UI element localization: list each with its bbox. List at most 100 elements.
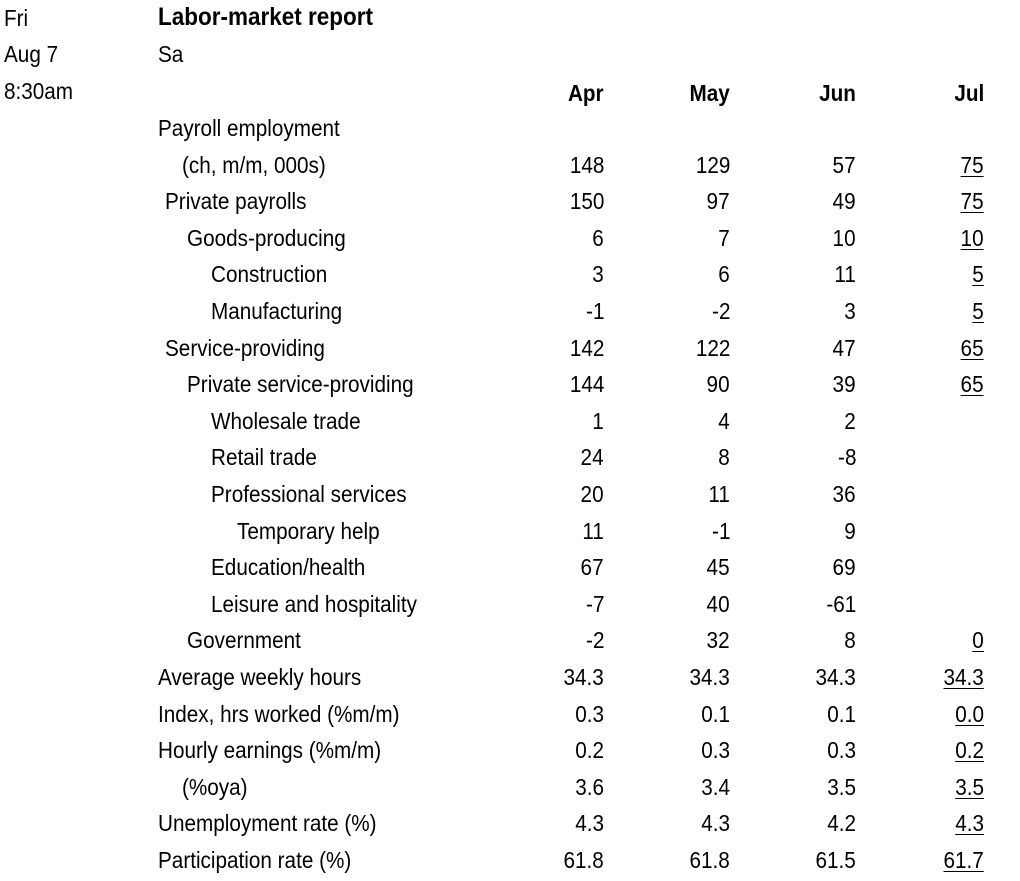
table-cell: 0.1 (701, 700, 730, 727)
table-cell: 20 (580, 481, 604, 507)
table-cell: 0.1 (827, 700, 856, 727)
table-cell: 11 (582, 517, 604, 544)
column-header-may: May (689, 80, 730, 106)
table-cell: 32 (706, 627, 730, 654)
cell-jul-underlined: 10 (960, 224, 984, 251)
table-cell: 7 (718, 224, 730, 251)
table-cell: 8 (718, 444, 730, 471)
table-cell: 0.3 (701, 737, 730, 764)
table-cell: -2 (711, 298, 730, 324)
table-cell: 148 (569, 151, 604, 178)
cell-jul-underlined: 5 (972, 298, 984, 324)
cell-jul-underlined: 0 (972, 627, 984, 654)
table-cell: 6 (592, 224, 604, 251)
table-cell: 57 (832, 151, 856, 178)
table-cell: 9 (844, 517, 856, 544)
table-cell: 49 (832, 188, 856, 215)
cell-jul-underlined: 65 (960, 334, 984, 361)
table-cell: 34.3 (689, 664, 730, 690)
table-cell: -1 (711, 517, 730, 544)
column-header-jul: Jul (954, 80, 984, 106)
table-cell: 3 (844, 298, 856, 324)
row-label: Construction (210, 261, 328, 288)
table-cell: 34.3 (563, 664, 604, 690)
table-cell: 90 (706, 371, 730, 398)
table-cell: 69 (832, 554, 856, 581)
row-label: Hourly earnings (%m/m) (158, 737, 382, 764)
table-cell: 129 (695, 151, 730, 178)
column-header-jun: Jun (819, 80, 856, 106)
cell-jul-underlined: 75 (960, 151, 984, 178)
row-label: Government (186, 627, 301, 654)
table-cell: 142 (569, 334, 604, 361)
cell-jul-underlined: 0.0 (955, 700, 984, 727)
table-cell: 3.5 (827, 773, 856, 800)
table-cell: 61.8 (563, 847, 604, 873)
column-header-apr: Apr (568, 80, 604, 106)
table-cell: 40 (706, 590, 730, 617)
table-cell: 6 (718, 261, 730, 288)
row-label: Index, hrs worked (%m/m) (158, 700, 400, 727)
table-cell: 4.3 (701, 810, 730, 837)
row-label: Private payrolls (165, 188, 307, 215)
table-cell: 144 (569, 371, 604, 398)
row-label: Manufacturing (210, 298, 342, 324)
table-cell: 47 (832, 334, 856, 361)
row-label: Temporary help (237, 517, 380, 544)
table-cell: 36 (832, 481, 856, 507)
cell-jul-underlined: 75 (960, 188, 984, 215)
table-cell: 4 (718, 407, 730, 434)
row-label: Leisure and hospitality (210, 590, 417, 617)
cell-jul-underlined: 5 (972, 261, 984, 288)
row-label: (ch, m/m, 000s) (182, 151, 326, 178)
row-label: Average weekly hours (158, 664, 362, 690)
table-cell: 67 (580, 554, 604, 581)
table-cell: 61.8 (689, 847, 730, 873)
row-label: Goods-producing (186, 224, 346, 251)
table-cell: -8 (837, 444, 856, 471)
row-label: Service-providing (165, 334, 326, 361)
table-cell: -1 (585, 298, 604, 324)
row-label: Unemployment rate (%) (158, 810, 377, 837)
report-title: Labor-market report (158, 3, 374, 31)
table-cell: 150 (569, 188, 604, 215)
table-cell: 2 (844, 407, 856, 434)
table-cell: 8 (844, 627, 856, 654)
row-label: Participation rate (%) (158, 847, 352, 873)
table-cell: 39 (832, 371, 856, 398)
release-date: Aug 7 (4, 41, 59, 67)
cell-jul-underlined: 34.3 (943, 664, 984, 690)
table-cell: 11 (708, 481, 730, 507)
row-label: Private service-providing (186, 371, 414, 398)
row-label: Education/health (210, 554, 366, 581)
table-cell: -61 (826, 590, 856, 617)
table-cell: 1 (592, 407, 604, 434)
table-cell: 4.2 (827, 810, 856, 837)
release-time: 8:30am (4, 78, 74, 104)
table-cell: 11 (834, 261, 856, 288)
table-cell: 4.3 (575, 810, 604, 837)
table-cell: 45 (706, 554, 730, 581)
report-source: Sa (158, 41, 184, 67)
cell-jul-underlined: 4.3 (955, 810, 984, 837)
table-cell: 0.3 (827, 737, 856, 764)
table-cell: -2 (585, 627, 604, 654)
row-label: Wholesale trade (210, 407, 361, 434)
table-cell: 34.3 (815, 664, 856, 690)
table-cell: 3.6 (575, 773, 604, 800)
table-cell: 3 (592, 261, 604, 288)
table-cell: 0.2 (575, 737, 604, 764)
table-cell: 0.3 (575, 700, 604, 727)
row-label: (%oya) (182, 773, 248, 800)
row-label: Payroll employment (158, 115, 340, 141)
row-label: Professional services (210, 481, 407, 507)
cell-jul-underlined: 61.7 (943, 847, 984, 873)
cell-jul-underlined: 65 (960, 371, 984, 398)
table-cell: 24 (580, 444, 604, 471)
row-label: Retail trade (210, 444, 317, 471)
table-cell: 97 (706, 188, 730, 215)
cell-jul-underlined: 0.2 (955, 737, 984, 764)
table-cell: -7 (585, 590, 604, 617)
table-cell: 3.4 (701, 773, 730, 800)
